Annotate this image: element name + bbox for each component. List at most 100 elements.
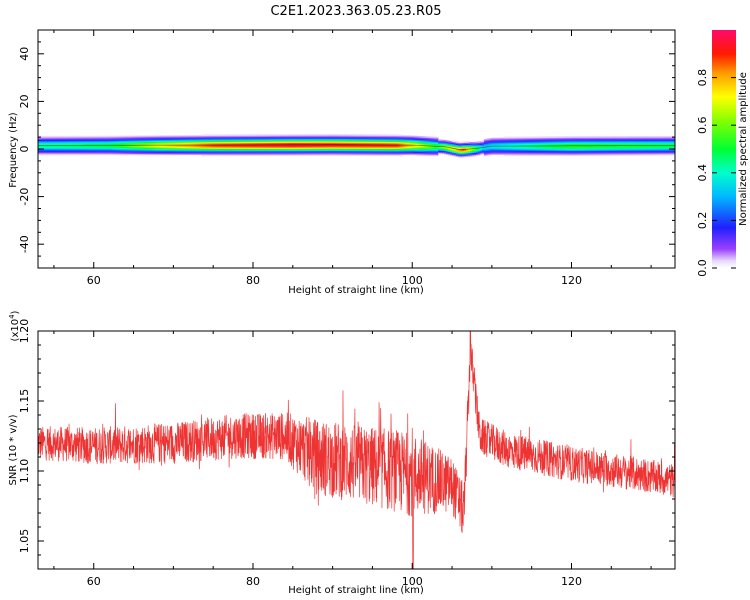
spectrogram-cell bbox=[304, 135, 308, 137]
spectrogram-cell bbox=[219, 136, 222, 139]
spectrogram-cell bbox=[629, 146, 632, 149]
spectrogram-cell bbox=[217, 149, 220, 152]
spectrogram-cell bbox=[613, 145, 616, 148]
spectrogram-cell bbox=[513, 153, 517, 155]
spectrogram-cell bbox=[161, 139, 164, 141]
spectrogram-cell bbox=[77, 138, 81, 140]
spectrogram-cell bbox=[637, 144, 640, 146]
spectrogram-cell bbox=[404, 153, 407, 156]
spectrogram-cell bbox=[645, 152, 648, 155]
spectrogram-cell bbox=[163, 153, 166, 156]
spectrogram-cell bbox=[358, 153, 361, 155]
spectrogram-cell bbox=[169, 146, 172, 148]
spectrogram-cell bbox=[406, 148, 409, 151]
spectrogram-cell bbox=[304, 136, 308, 139]
spectrogram-cell bbox=[123, 140, 126, 143]
spectrogram-cell bbox=[467, 144, 471, 147]
spectrogram-cell bbox=[167, 142, 170, 145]
spectrogram-cell bbox=[374, 148, 377, 151]
spectrogram-cell bbox=[384, 134, 387, 136]
spectrogram-cell bbox=[370, 140, 373, 142]
spectrogram-cell bbox=[567, 141, 570, 143]
spectrogram-cell bbox=[487, 150, 491, 152]
spectrogram-cell bbox=[75, 135, 79, 138]
spectrogram-cell bbox=[384, 137, 387, 140]
spectrogram-cell bbox=[207, 134, 210, 136]
spectrogram-cell bbox=[631, 138, 634, 141]
spectrogram-cell bbox=[338, 136, 341, 139]
spectrogram-cell bbox=[71, 142, 75, 145]
spectrogram-cell bbox=[519, 142, 523, 145]
spectrogram-cell bbox=[386, 137, 389, 140]
spectrogram-cell bbox=[400, 149, 403, 152]
spectrogram-cell bbox=[477, 153, 481, 155]
spectrogram-cell bbox=[101, 140, 105, 143]
spectrogram-cell bbox=[380, 149, 383, 152]
spectrogram-cell bbox=[237, 153, 240, 155]
spectrogram-cell bbox=[161, 149, 164, 152]
spectrogram-cell bbox=[225, 147, 228, 150]
spectrogram-cell bbox=[117, 140, 121, 143]
spectrogram-cell bbox=[55, 140, 59, 143]
spectrogram-cell bbox=[627, 147, 630, 150]
spectrogram-cell bbox=[225, 137, 228, 140]
spectrogram-cell bbox=[334, 139, 337, 142]
spectrogram-cell bbox=[621, 145, 624, 148]
spectrogram-cell bbox=[635, 136, 638, 138]
spectrogram-cell bbox=[302, 154, 306, 156]
spectrogram-cell bbox=[233, 135, 236, 138]
spectrogram-cell bbox=[350, 148, 353, 150]
spectrogram-cell bbox=[424, 136, 427, 138]
spectrogram-cell bbox=[485, 144, 489, 147]
spectrogram-cell bbox=[346, 141, 349, 143]
spectrogram-cell bbox=[404, 141, 407, 144]
spectrogram-cell bbox=[298, 148, 302, 150]
spectrogram-cell bbox=[617, 149, 620, 151]
spectrogram-cell bbox=[607, 150, 610, 153]
spectrogram-cell bbox=[250, 137, 254, 140]
spectrogram-cell bbox=[282, 150, 286, 153]
spectrogram-cell bbox=[77, 153, 81, 156]
spectrogram-cell bbox=[354, 149, 357, 152]
spectrogram-cell bbox=[577, 145, 580, 148]
spectrogram-cell bbox=[231, 141, 234, 144]
spectrogram-cell bbox=[300, 149, 304, 152]
spectrogram-cell bbox=[298, 153, 302, 155]
spectrogram-cell bbox=[462, 141, 465, 144]
spectrogram-cell bbox=[503, 140, 507, 142]
spectrogram-cell bbox=[475, 143, 479, 146]
spectrogram-cell bbox=[396, 151, 399, 153]
spectrogram-cell bbox=[563, 141, 566, 143]
spectrogram-cell bbox=[207, 143, 210, 146]
spectrogram-cell bbox=[209, 134, 212, 136]
spectrogram-cell bbox=[314, 142, 318, 144]
spectrogram-cell bbox=[61, 151, 65, 153]
spectrogram-cell bbox=[611, 151, 614, 154]
spectrogram-cell bbox=[555, 147, 558, 149]
spectrogram-cell bbox=[149, 140, 152, 143]
spectrogram-cell bbox=[292, 141, 296, 143]
spectrogram-cell bbox=[448, 150, 451, 152]
spectrogram-cell bbox=[177, 136, 180, 139]
spectrogram-cell bbox=[483, 154, 487, 156]
spectrogram-cell bbox=[221, 139, 224, 141]
spectrogram-cell bbox=[262, 135, 266, 137]
spectrogram-cell bbox=[233, 139, 236, 141]
spectrogram-cell bbox=[400, 154, 403, 157]
spectrogram-cell bbox=[386, 147, 389, 150]
spectrogram-cell bbox=[456, 150, 459, 153]
spectrogram-cell bbox=[537, 150, 541, 153]
spectrogram-cell bbox=[410, 143, 413, 146]
spectrogram-cell bbox=[481, 147, 485, 150]
spectrogram-cell bbox=[127, 139, 130, 141]
spectrogram-cell bbox=[225, 153, 228, 155]
spectrogram-cell bbox=[241, 144, 244, 147]
spectrogram-cell bbox=[103, 145, 107, 147]
spectrogram-cell bbox=[203, 149, 206, 152]
spectrogram-cell bbox=[549, 138, 552, 141]
spectrogram-cell bbox=[217, 141, 220, 144]
spectrogram-cell bbox=[392, 136, 395, 139]
spectrogram-cell bbox=[477, 144, 481, 147]
spectrogram-cell bbox=[533, 153, 537, 155]
spectrogram-cell bbox=[103, 140, 107, 143]
